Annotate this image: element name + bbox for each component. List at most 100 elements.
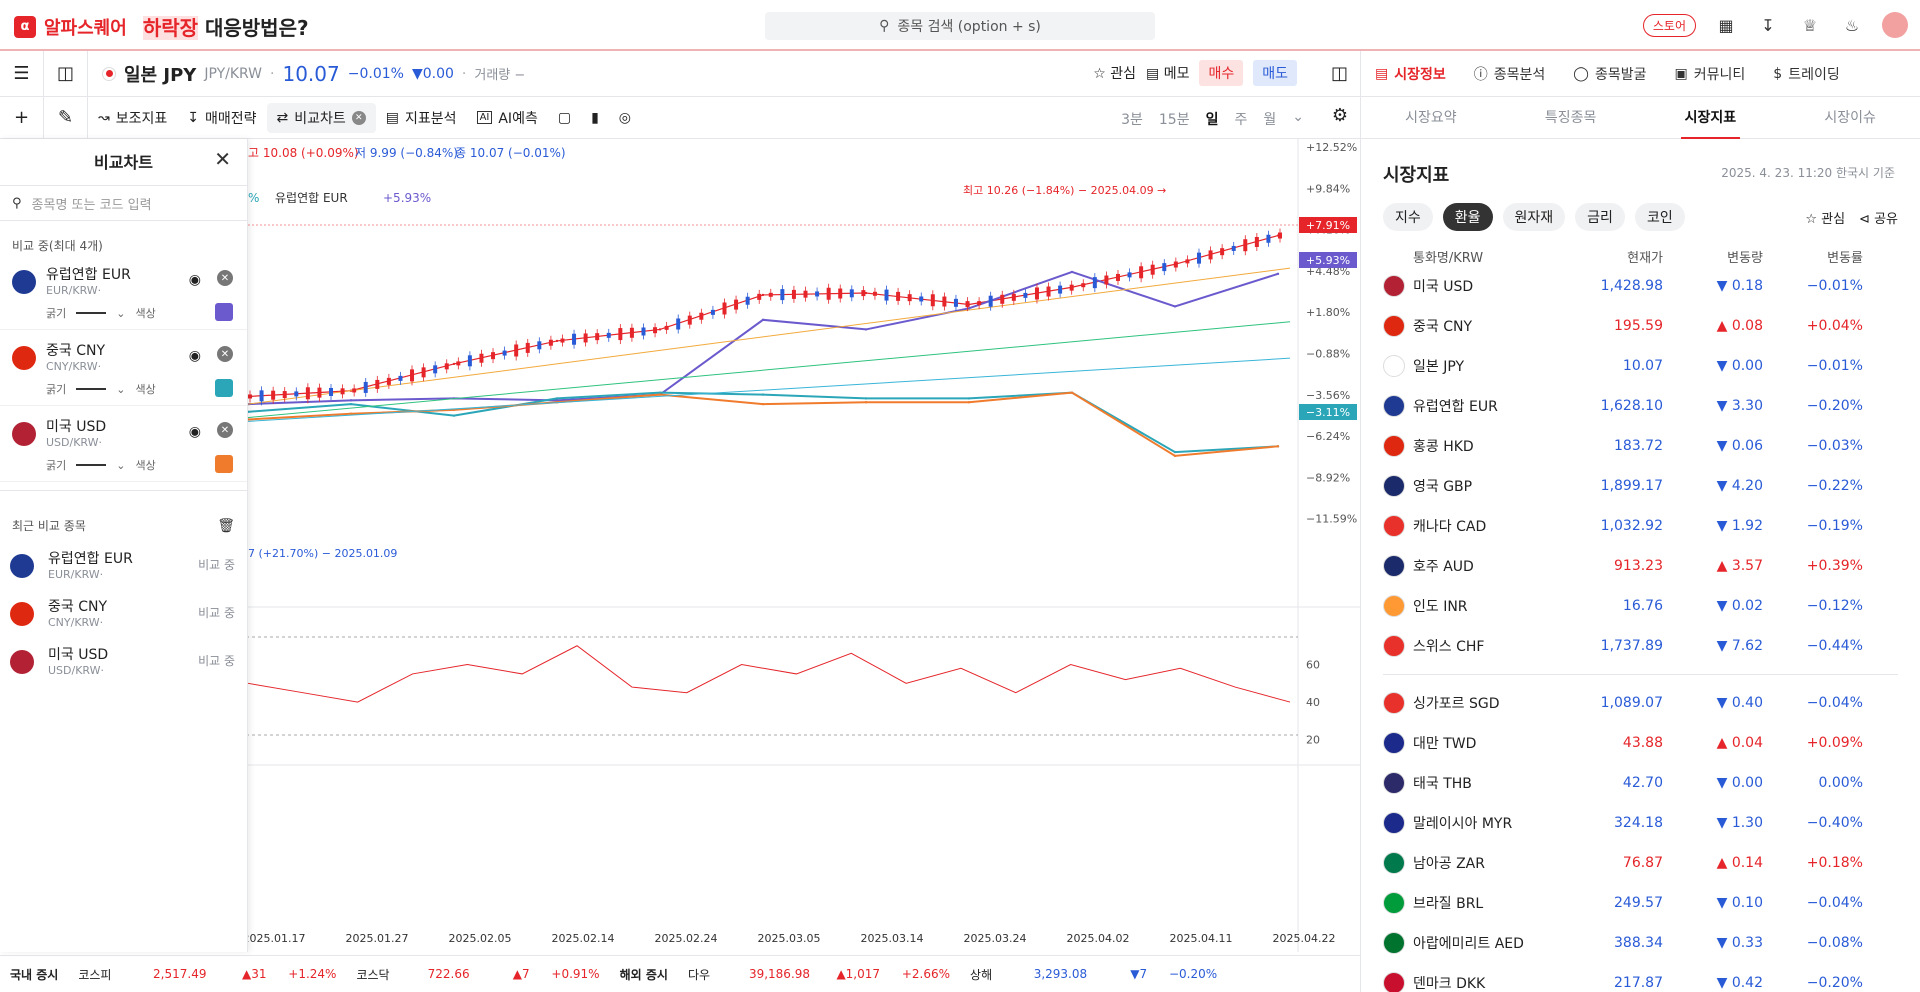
market-row[interactable]: 말레이시아 MYR 324.18 ▼ 1.30 −0.40% xyxy=(1383,803,1898,843)
panel-toggle-icon[interactable]: ◫ xyxy=(1330,62,1348,84)
trash-icon[interactable]: 🗑 xyxy=(217,517,235,534)
period-month[interactable]: 월 xyxy=(1263,112,1277,128)
market-row[interactable]: 중국 CNY 195.59 ▲ 0.08 +0.04% xyxy=(1383,306,1898,346)
download-icon[interactable]: ↧ xyxy=(1761,15,1775,35)
eye-icon[interactable]: ◉ xyxy=(188,272,201,288)
kospi-label[interactable]: 코스피 xyxy=(78,967,112,982)
menu-icon[interactable]: ☰ xyxy=(0,50,44,97)
shanghai-label[interactable]: 상해 xyxy=(970,967,993,982)
chevron-down-icon[interactable]: ⌄ xyxy=(116,458,126,472)
line-thickness-select[interactable] xyxy=(76,312,107,314)
memo-button[interactable]: ▤ 메모 xyxy=(1146,66,1190,82)
market-watch-button[interactable]: ☆ 관심 xyxy=(1805,211,1846,227)
color-swatch[interactable] xyxy=(215,379,233,397)
compare-chart-button[interactable]: ⇄ 비교차트 ✕ xyxy=(266,102,376,133)
recent-item[interactable]: 미국 USD USD/KRW· 비교 중 xyxy=(0,638,247,686)
close-icon[interactable]: ✕ xyxy=(214,147,231,171)
nav-market-info[interactable]: ▤ 시장정보 xyxy=(1375,65,1446,83)
period-3min[interactable]: 3분 xyxy=(1121,112,1143,128)
trophy-icon[interactable]: ♕ xyxy=(1802,15,1818,35)
chart-layout-icon[interactable]: ▢ xyxy=(557,109,572,126)
global-search[interactable]: ⚲ 종목 검색 (option + s) xyxy=(765,12,1155,40)
nav-stock-discovery[interactable]: ◯ 종목발굴 xyxy=(1573,65,1647,83)
recent-item-code: CNY/KRW· xyxy=(48,616,104,629)
nav-stock-analysis[interactable]: ⓘ 종목분석 xyxy=(1460,64,1560,84)
strategy-button[interactable]: ↧ 매매전략 xyxy=(187,109,257,127)
compare-close-icon[interactable]: ✕ xyxy=(351,110,366,125)
remove-icon[interactable]: ✕ xyxy=(217,270,233,286)
market-row[interactable]: 호주 AUD 913.23 ▲ 3.57 +0.39% xyxy=(1383,546,1898,586)
period-week[interactable]: 주 xyxy=(1234,112,1248,128)
recent-item[interactable]: 유럽연합 EUR EUR/KRW· 비교 중 xyxy=(0,542,247,590)
watch-button[interactable]: ☆ 관심 xyxy=(1093,66,1136,82)
period-15min[interactable]: 15분 xyxy=(1158,112,1190,128)
eye-icon[interactable]: ◉ xyxy=(188,348,201,364)
line-thickness-select[interactable] xyxy=(76,464,107,466)
ai-forecast-button[interactable]: AI AI예측 xyxy=(467,103,548,133)
market-row[interactable]: 대만 TWD 43.88 ▲ 0.04 +0.09% xyxy=(1383,723,1898,763)
market-row[interactable]: 영국 GBP 1,899.17 ▼ 4.20 −0.22% xyxy=(1383,466,1898,506)
chip-index[interactable]: 지수 xyxy=(1383,203,1433,231)
nav-trading[interactable]: $ 트레이딩 xyxy=(1773,65,1840,83)
market-row[interactable]: 스위스 CHF 1,737.89 ▼ 7.62 −0.44% xyxy=(1383,626,1898,666)
market-row[interactable]: 유럽연합 EUR 1,628.10 ▼ 3.30 −0.20% xyxy=(1383,386,1898,426)
chevron-down-icon[interactable]: ⌄ xyxy=(116,306,126,320)
color-swatch[interactable] xyxy=(215,303,233,321)
market-row[interactable]: 인도 INR 16.76 ▼ 0.02 −0.12% xyxy=(1383,586,1898,626)
market-row[interactable]: 남아공 ZAR 76.87 ▲ 0.14 +0.18% xyxy=(1383,843,1898,883)
draw-icon[interactable]: ✎ xyxy=(44,96,88,139)
color-swatch[interactable] xyxy=(215,455,233,473)
chevron-down-icon[interactable]: ⌄ xyxy=(116,382,126,396)
stock-name[interactable]: 일본 JPY xyxy=(124,64,197,86)
kosdaq-label[interactable]: 코스닥 xyxy=(356,967,390,982)
indicator-analysis-button[interactable]: ▤ 지표분석 xyxy=(385,109,457,127)
candle xyxy=(444,363,449,370)
aux-indicator-button[interactable]: ↝ 보조지표 xyxy=(98,109,168,127)
market-row[interactable]: 아랍에미리트 AED 388.34 ▼ 0.33 −0.08% xyxy=(1383,923,1898,963)
promo-banner[interactable]: 하락장 대응방법은? xyxy=(142,16,309,40)
chip-exchange[interactable]: 환율 xyxy=(1442,203,1493,231)
tab-market-summary[interactable]: 시장요약 xyxy=(1405,109,1457,126)
store-button[interactable]: 스토어 xyxy=(1642,13,1696,37)
sidebar-toggle-icon[interactable]: ◫ xyxy=(44,50,88,97)
chip-commodity[interactable]: 원자재 xyxy=(1502,203,1566,231)
buy-button[interactable]: 매수 xyxy=(1199,60,1244,86)
period-day[interactable]: 일 xyxy=(1205,112,1219,128)
market-row[interactable]: 싱가포르 SGD 1,089.07 ▼ 0.40 −0.04% xyxy=(1383,683,1898,723)
market-row[interactable]: 브라질 BRL 249.57 ▼ 0.10 −0.04% xyxy=(1383,883,1898,923)
camera-icon[interactable]: ◎ xyxy=(618,109,631,126)
period-more-icon[interactable]: ⌄ xyxy=(1292,109,1304,125)
compare-item-name: 유럽연합 EUR xyxy=(46,267,131,283)
market-row[interactable]: 미국 USD 1,428.98 ▼ 0.18 −0.01% xyxy=(1383,266,1898,306)
tab-market-indicators[interactable]: 시장지표 xyxy=(1680,97,1741,139)
market-row[interactable]: 태국 THB 42.70 ▼ 0.00 0.00% xyxy=(1383,763,1898,803)
tab-featured-stocks[interactable]: 특징종목 xyxy=(1544,109,1597,126)
market-row[interactable]: 캐나다 CAD 1,032.92 ▼ 1.92 −0.19% xyxy=(1383,506,1898,546)
bell-icon[interactable]: ♨ xyxy=(1844,15,1860,35)
compare-item[interactable]: 미국 USD USD/KRW· ◉ ✕ 굵기 ⌄ 색상 xyxy=(0,406,247,482)
market-share-button[interactable]: ⊲ 공유 xyxy=(1859,211,1898,227)
portfolio-icon[interactable]: ▦ xyxy=(1718,15,1734,35)
recent-item[interactable]: 중국 CNY CNY/KRW· 비교 중 xyxy=(0,590,247,638)
remove-icon[interactable]: ✕ xyxy=(217,422,233,438)
compare-search-input[interactable]: ⚲ 종목명 또는 코드 입력 xyxy=(0,185,247,221)
sell-button[interactable]: 매도 xyxy=(1253,60,1297,86)
candle-type-icon[interactable]: ▮ xyxy=(591,109,599,126)
dow-label[interactable]: 다우 xyxy=(687,967,711,982)
add-icon[interactable]: + xyxy=(0,96,44,139)
compare-item[interactable]: 유럽연합 EUR EUR/KRW· ◉ ✕ 굵기 ⌄ 색상 xyxy=(0,254,247,330)
avatar[interactable] xyxy=(1882,12,1908,38)
market-row[interactable]: 일본 JPY 10.07 ▼ 0.00 −0.01% xyxy=(1383,346,1898,386)
market-row[interactable]: 홍콩 HKD 183.72 ▼ 0.06 −0.03% xyxy=(1383,426,1898,466)
eye-icon[interactable]: ◉ xyxy=(188,424,201,440)
chip-coin[interactable]: 코인 xyxy=(1634,203,1685,231)
market-row[interactable]: 덴마크 DKK 217.87 ▼ 0.42 −0.20% xyxy=(1383,963,1898,992)
gear-icon[interactable]: ⚙ xyxy=(1331,105,1348,126)
logo[interactable]: α 알파스퀘어 하락장 대응방법은? xyxy=(14,12,309,41)
tab-market-issues[interactable]: 시장이슈 xyxy=(1824,109,1876,126)
line-thickness-select[interactable] xyxy=(76,388,107,390)
compare-item[interactable]: 중국 CNY CNY/KRW· ◉ ✕ 굵기 ⌄ 색상 xyxy=(0,330,247,406)
remove-icon[interactable]: ✕ xyxy=(217,346,233,362)
nav-community[interactable]: ▣ 커뮤니티 xyxy=(1674,65,1746,83)
chip-rates[interactable]: 금리 xyxy=(1575,203,1625,231)
